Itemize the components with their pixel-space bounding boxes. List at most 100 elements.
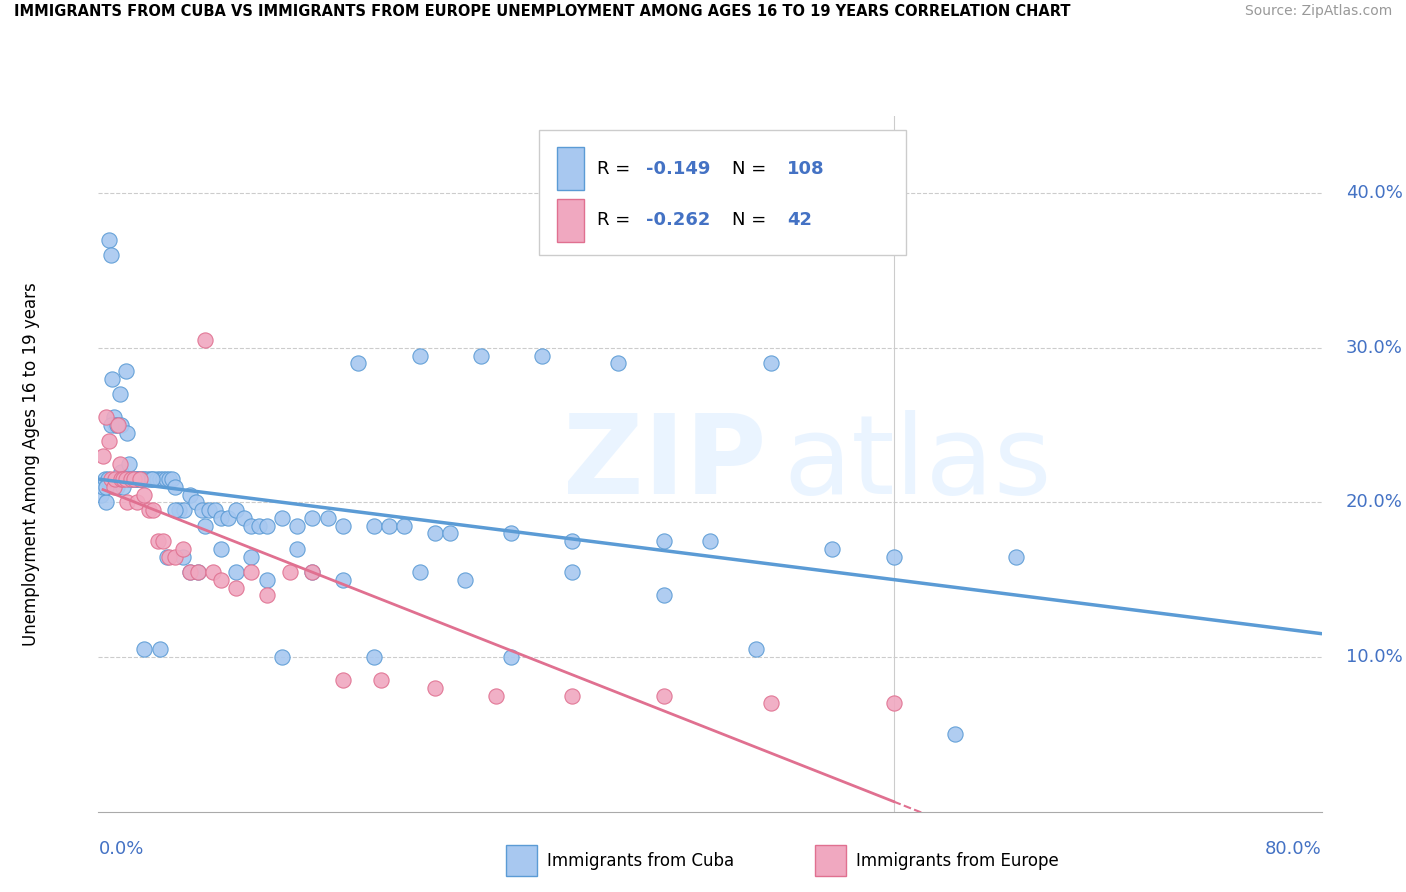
Point	[370, 673, 392, 688]
Text: Source: ZipAtlas.com: Source: ZipAtlas.com	[1244, 4, 1392, 19]
Point	[110, 472, 132, 486]
Point	[105, 418, 128, 433]
Point	[332, 573, 354, 587]
Text: ZIP: ZIP	[564, 410, 766, 517]
Point	[172, 541, 194, 556]
Point	[485, 689, 508, 703]
Point	[93, 472, 115, 486]
Text: 80.0%: 80.0%	[1265, 839, 1322, 857]
Point	[90, 488, 112, 502]
Point	[392, 518, 416, 533]
Point	[160, 472, 183, 486]
Text: 0.0%: 0.0%	[98, 839, 143, 857]
Point	[285, 518, 308, 533]
Point	[124, 472, 146, 486]
Point	[110, 465, 132, 479]
Point	[142, 472, 165, 486]
Point	[1004, 549, 1026, 564]
Bar	[557, 199, 583, 242]
Point	[173, 503, 195, 517]
Text: 30.0%: 30.0%	[1346, 339, 1403, 357]
Point	[191, 503, 214, 517]
Point	[301, 565, 323, 579]
Text: Immigrants from Europe: Immigrants from Europe	[856, 852, 1059, 870]
Point	[270, 650, 292, 665]
Text: 20.0%: 20.0%	[1346, 493, 1403, 511]
Point	[105, 480, 128, 494]
Point	[363, 650, 385, 665]
Bar	[538, 130, 905, 255]
Text: 108: 108	[787, 160, 825, 178]
Point	[363, 518, 385, 533]
Point	[240, 565, 263, 579]
Text: atlas: atlas	[783, 410, 1052, 517]
Point	[134, 488, 156, 502]
Point	[408, 565, 430, 579]
Point	[107, 418, 129, 433]
Point	[142, 503, 165, 517]
Point	[187, 565, 209, 579]
Point	[316, 511, 339, 525]
Point	[94, 410, 117, 425]
Point	[225, 503, 247, 517]
Point	[561, 689, 583, 703]
Text: 42: 42	[787, 211, 813, 229]
Point	[186, 495, 208, 509]
Point	[209, 573, 232, 587]
Point	[501, 650, 523, 665]
Point	[117, 495, 139, 509]
Point	[156, 549, 179, 564]
Point	[163, 549, 186, 564]
Point	[652, 689, 675, 703]
Point	[821, 541, 844, 556]
Point	[152, 534, 174, 549]
Point	[883, 697, 905, 711]
Point	[134, 642, 156, 657]
Point	[209, 511, 232, 525]
Point	[347, 356, 370, 370]
Point	[240, 518, 263, 533]
Text: -0.262: -0.262	[647, 211, 711, 229]
Point	[112, 472, 135, 486]
Point	[204, 503, 226, 517]
Point	[187, 565, 209, 579]
Point	[247, 518, 270, 533]
Point	[179, 565, 201, 579]
Point	[117, 425, 139, 440]
Point	[454, 573, 477, 587]
Point	[128, 472, 150, 486]
Point	[209, 541, 232, 556]
Point	[122, 472, 145, 486]
Point	[103, 410, 125, 425]
Point	[256, 518, 278, 533]
Point	[125, 472, 148, 486]
Point	[125, 472, 148, 486]
Point	[163, 480, 186, 494]
Text: IMMIGRANTS FROM CUBA VS IMMIGRANTS FROM EUROPE UNEMPLOYMENT AMONG AGES 16 TO 19 : IMMIGRANTS FROM CUBA VS IMMIGRANTS FROM …	[14, 4, 1070, 20]
Point	[163, 503, 186, 517]
Point	[108, 387, 131, 401]
Point	[100, 418, 122, 433]
Point	[155, 472, 177, 486]
Point	[97, 472, 120, 486]
Point	[157, 549, 180, 564]
Point	[141, 472, 163, 486]
Point	[194, 518, 217, 533]
Point	[103, 480, 125, 494]
Point	[561, 534, 583, 549]
Point	[139, 472, 162, 486]
Point	[98, 434, 121, 448]
Point	[91, 449, 114, 463]
Point	[332, 518, 354, 533]
Point	[91, 480, 114, 494]
Point	[134, 472, 156, 486]
Point	[146, 534, 169, 549]
Point	[132, 472, 155, 486]
Point	[104, 472, 127, 486]
Point	[197, 503, 219, 517]
Text: N =: N =	[733, 211, 772, 229]
Point	[145, 472, 167, 486]
Text: R =: R =	[598, 160, 637, 178]
Point	[232, 511, 254, 525]
Point	[256, 588, 278, 602]
